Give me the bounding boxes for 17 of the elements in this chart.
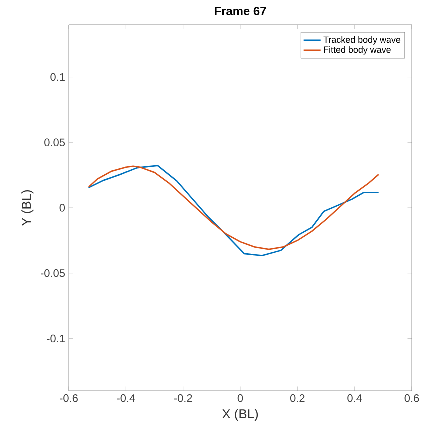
x-tick-label: 0.2: [290, 394, 305, 402]
y-tick-label: -0.05: [40, 269, 66, 278]
x-tick-label: 0: [238, 394, 244, 402]
y-axis-title: Y (BL): [22, 190, 34, 226]
x-tick-label: -0.6: [60, 394, 78, 402]
y-tick-label: 0.05: [44, 138, 66, 147]
y-tick-label: 0.1: [50, 73, 65, 82]
x-tick-label: -0.4: [117, 394, 136, 402]
x-tick-label: 0.6: [404, 394, 420, 402]
y-tick-label: -0.1: [47, 334, 65, 343]
x-axis-title: X (BL): [222, 409, 258, 422]
chart-title: Frame 67: [215, 7, 266, 16]
legend-label: Fitted body wave: [324, 46, 391, 55]
x-tick-label: 0.4: [348, 394, 362, 402]
y-tick-label: 0: [60, 204, 66, 212]
legend-label: Tracked body wave: [324, 36, 401, 45]
x-tick-label: -0.2: [174, 394, 192, 402]
